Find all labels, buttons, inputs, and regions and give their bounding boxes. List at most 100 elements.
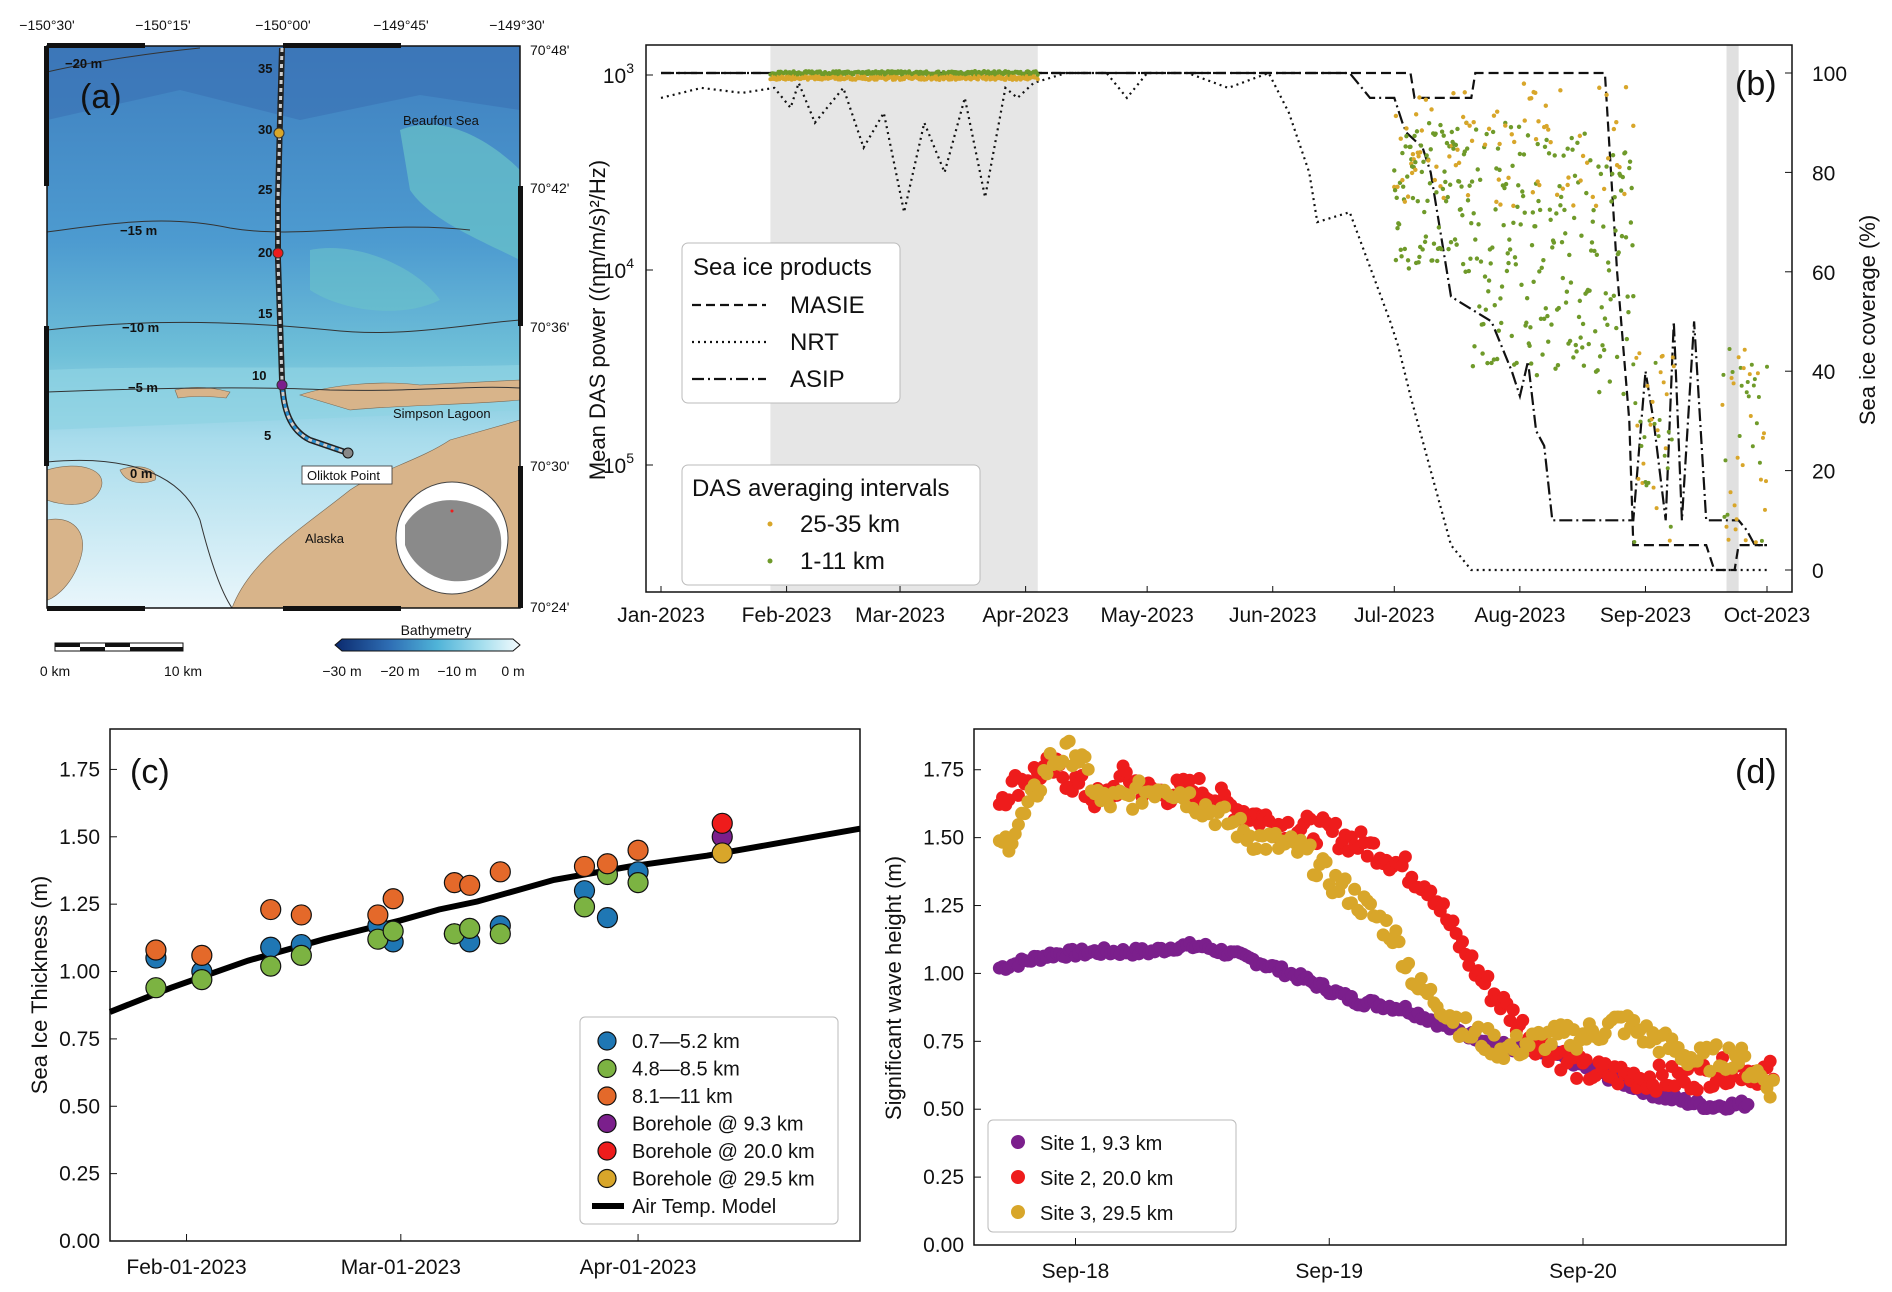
das-point: [1476, 222, 1481, 227]
data-point: [1078, 750, 1092, 764]
das-point: [1548, 139, 1553, 145]
das-point: [1610, 152, 1616, 158]
das-point: [1651, 485, 1656, 490]
inset-site-marker: [450, 509, 454, 513]
data-point: [1360, 849, 1374, 863]
das-point: [1748, 413, 1753, 418]
das-point: [1565, 146, 1570, 151]
y2-tick-label: 0: [1812, 560, 1824, 583]
das-point: [1631, 293, 1636, 299]
das-point: [1536, 119, 1541, 124]
legend-label: Borehole @ 9.3 km: [632, 1114, 804, 1136]
das-point: [1654, 506, 1659, 511]
das-point: [1552, 153, 1557, 158]
das-point: [1762, 507, 1767, 512]
place-alaska: Alaska: [305, 531, 345, 546]
das-point: [1759, 538, 1764, 543]
das-point: [1584, 190, 1589, 196]
das-point: [1598, 171, 1604, 177]
das-point: [1653, 360, 1658, 365]
das-point: [1423, 234, 1429, 239]
y-tick-label: 0.50: [59, 1095, 100, 1118]
das-point: [1392, 184, 1397, 190]
das-point: [1494, 109, 1500, 114]
das-point: [1443, 199, 1449, 204]
lon-tick: −150°15': [135, 17, 190, 33]
das-point: [1517, 151, 1523, 157]
das-point: [1564, 289, 1570, 294]
das-point: [1638, 419, 1643, 424]
data-point: [1465, 949, 1479, 963]
y-tick-label: 1.00: [923, 962, 964, 985]
panel-a-map: 35 30 25 20 15 10 5 (a) Beaufort Sea Sim…: [19, 17, 569, 679]
das-point: [1658, 370, 1663, 375]
das-point: [1623, 235, 1629, 240]
y-tick-label: 0.00: [59, 1230, 100, 1253]
das-point: [1666, 429, 1671, 434]
das-point: [1422, 239, 1428, 245]
das-point: [1563, 300, 1569, 305]
das-point: [1530, 210, 1536, 215]
data-point: [1598, 1026, 1612, 1040]
das-point: [1567, 252, 1572, 258]
das-point: [1428, 147, 1433, 152]
data-point: [711, 812, 733, 834]
data-point: [1354, 907, 1368, 921]
das-point: [1639, 444, 1644, 449]
data-point: [1446, 914, 1460, 928]
das-point: [1588, 248, 1594, 253]
das-point: [1546, 339, 1551, 344]
das-point: [1558, 88, 1563, 93]
das-point: [1505, 251, 1510, 256]
data-point: [1763, 1054, 1777, 1068]
x-tick-label: Sep-20: [1549, 1260, 1617, 1283]
das-point: [1398, 247, 1403, 253]
das-point: [1559, 240, 1565, 245]
das-point: [1758, 477, 1763, 482]
das-point: [1436, 225, 1442, 230]
das-point: [1725, 512, 1730, 517]
panel-c-ice-thickness: 0.00 0.25 0.50 0.75 1.00 1.25 1.50 1.75 Feb-01-…: [27, 728, 861, 1279]
das-point: [1624, 336, 1630, 342]
das-point: [1453, 142, 1459, 148]
das-point: [1546, 151, 1552, 156]
data-point: [1011, 788, 1025, 802]
das-point: [1419, 128, 1425, 133]
data-point: [1281, 815, 1295, 829]
das-point: [1597, 85, 1602, 90]
das-point: [1737, 434, 1742, 439]
das-point: [1671, 364, 1676, 369]
y-tick-label: 1.75: [923, 759, 964, 782]
das-point: [1603, 291, 1608, 296]
data-point: [1509, 1028, 1523, 1042]
das-point: [1498, 296, 1503, 301]
place-beaufort: Beaufort Sea: [403, 113, 480, 128]
das-point: [1396, 222, 1402, 227]
data-point: [1062, 734, 1076, 748]
das-point: [1645, 383, 1650, 388]
das-point: [976, 77, 981, 82]
das-point: [1395, 184, 1400, 190]
panel-label-c: (c): [130, 753, 170, 791]
data-point: [711, 842, 733, 864]
das-point: [1595, 368, 1600, 373]
das-point: [1536, 198, 1541, 204]
das-point: [1484, 131, 1489, 137]
das-point: [1471, 120, 1476, 125]
das-point: [1607, 379, 1613, 384]
das-point: [1467, 183, 1472, 188]
das-point: [1577, 298, 1583, 304]
data-point: [1132, 774, 1146, 788]
das-point: [1414, 129, 1420, 134]
das-point: [1418, 150, 1423, 155]
das-point: [1601, 224, 1606, 229]
das-point: [1656, 434, 1661, 439]
das-point: [1601, 347, 1607, 353]
das-point: [1586, 341, 1591, 347]
data-point: [1414, 971, 1428, 985]
data-point: [145, 939, 167, 961]
das-point: [1410, 195, 1416, 201]
data-point: [191, 969, 213, 991]
series-line-masie: [661, 71, 1763, 572]
das-point: [1421, 159, 1426, 164]
